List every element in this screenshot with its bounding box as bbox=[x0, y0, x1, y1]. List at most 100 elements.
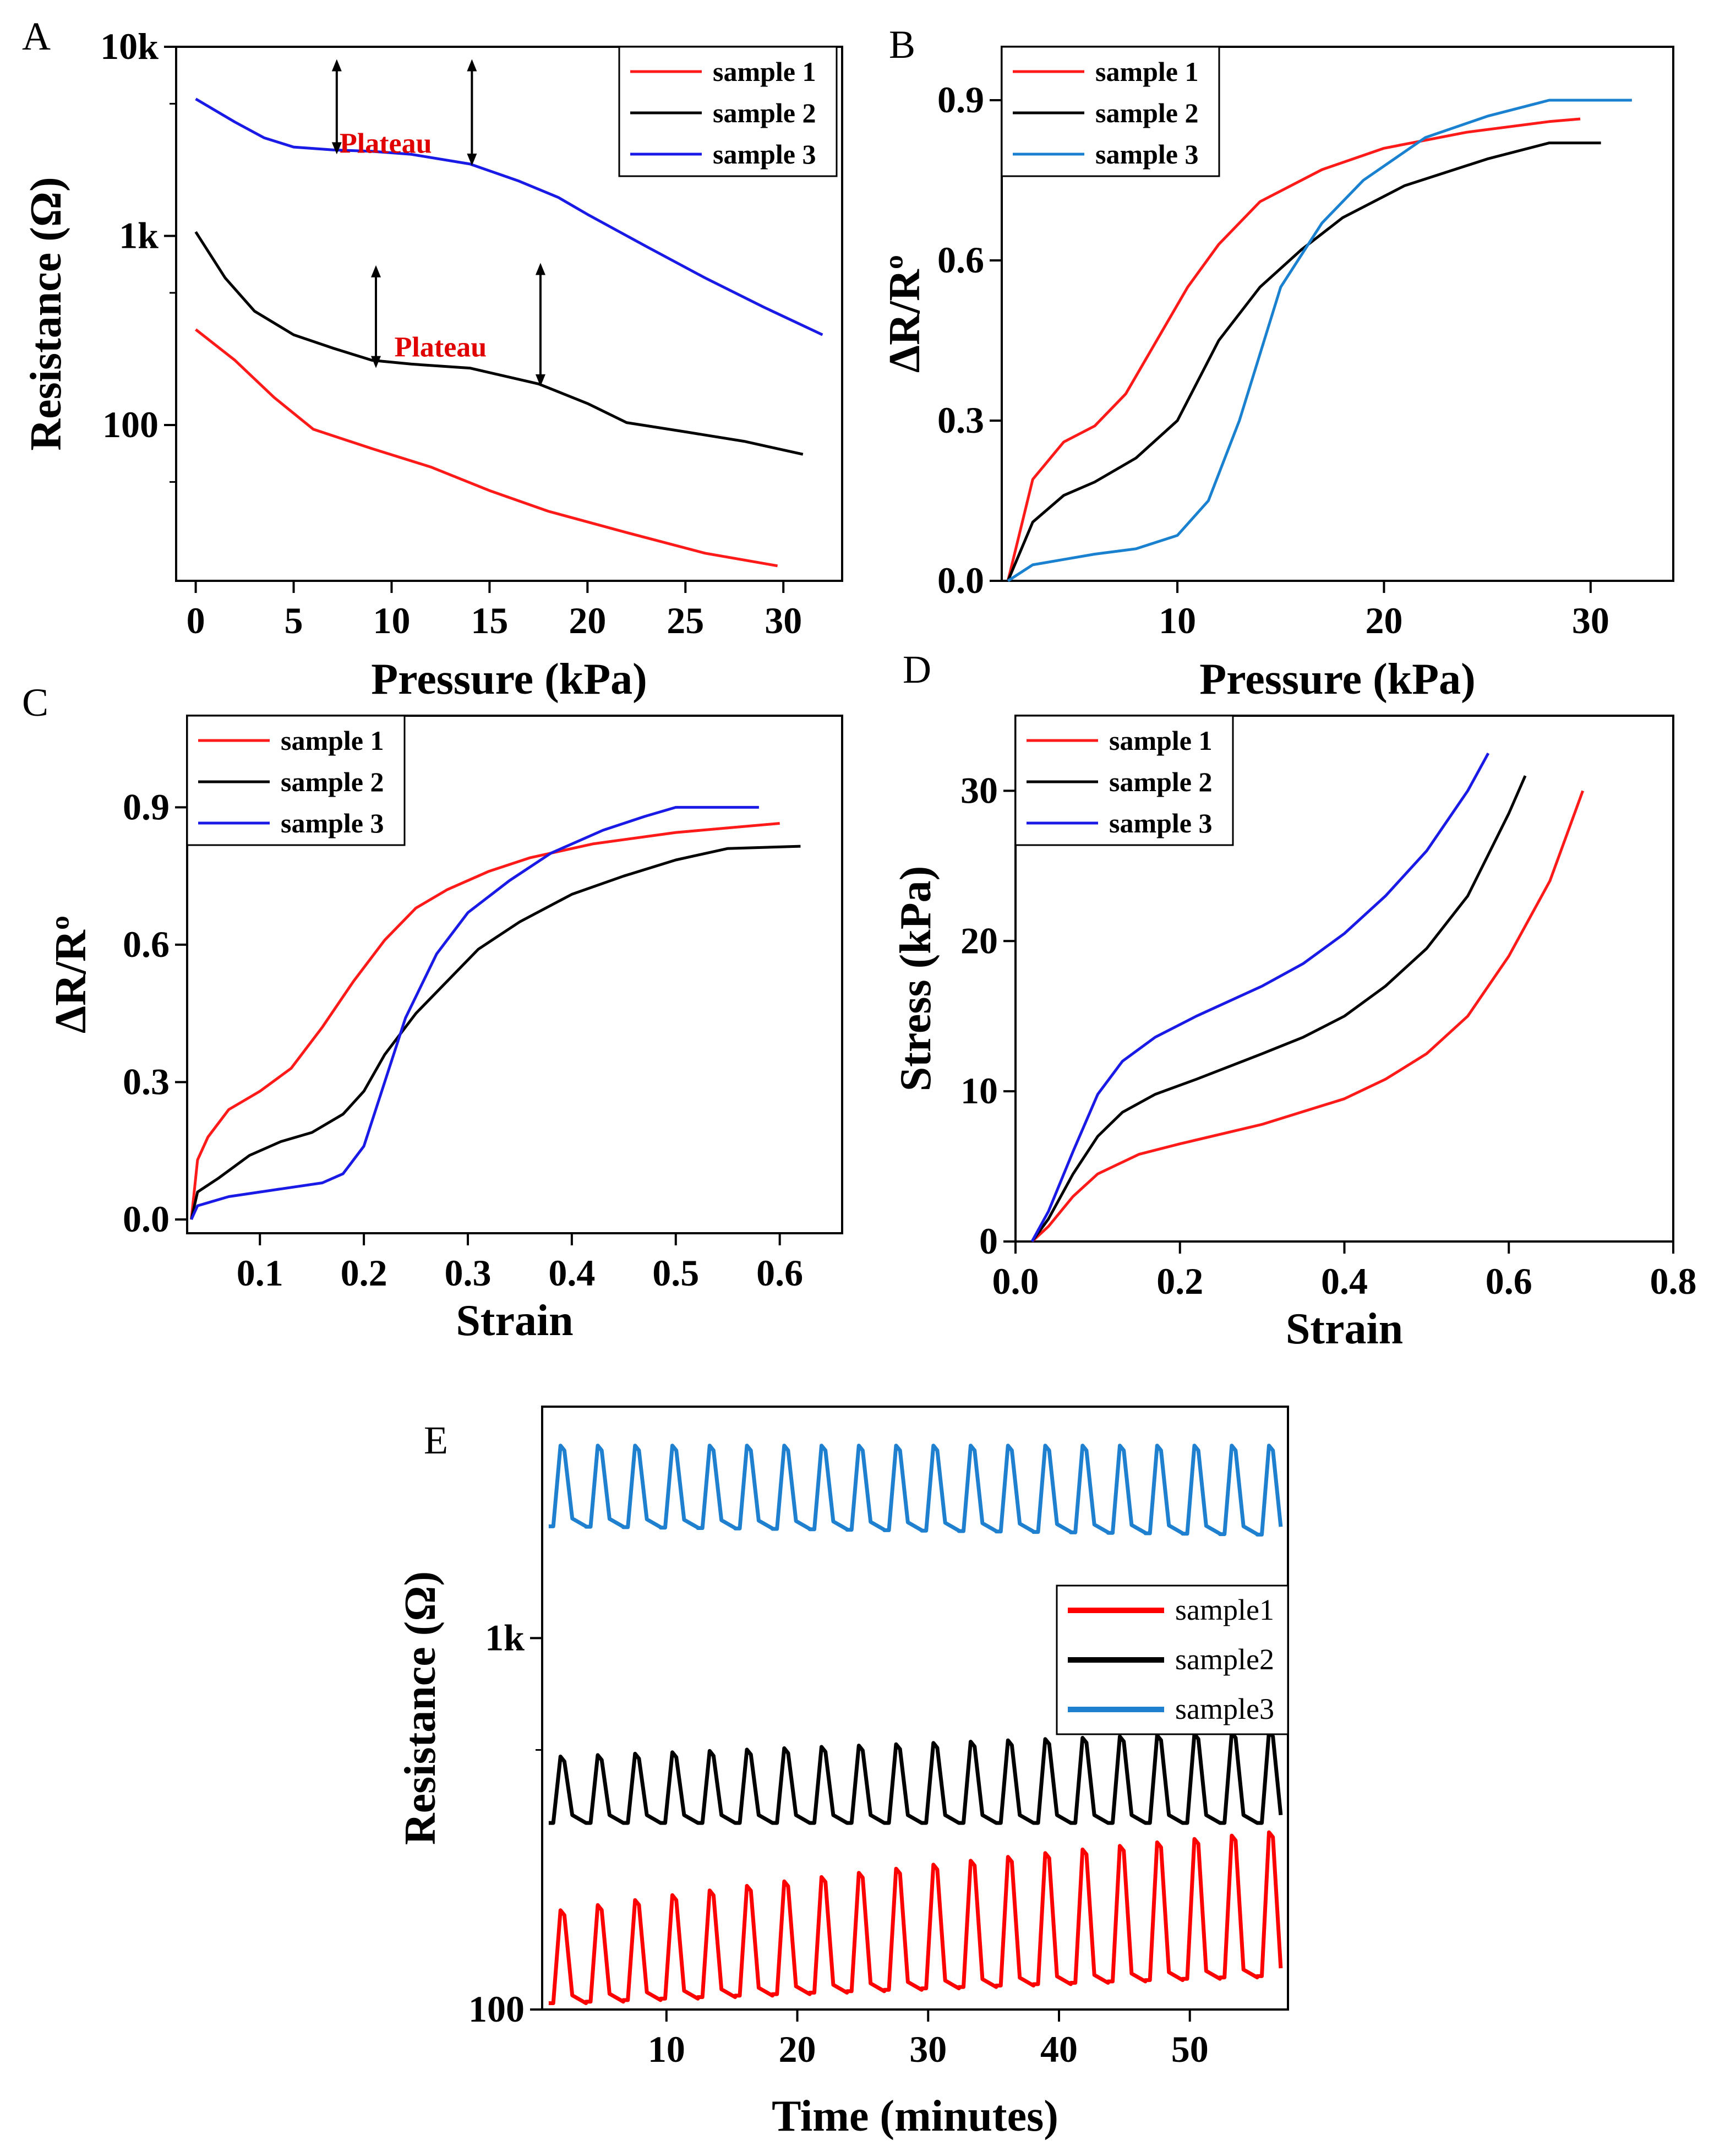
panel-letter: B bbox=[889, 23, 915, 67]
y-axis-title: ΔR/Rº bbox=[47, 916, 95, 1033]
panel-letter: A bbox=[22, 14, 51, 58]
plateau-arrow-head-top bbox=[535, 263, 545, 275]
x-tick-label: 0 bbox=[187, 600, 205, 641]
series-line-sample-2 bbox=[194, 231, 804, 456]
x-tick-label: 0.6 bbox=[1486, 1260, 1532, 1302]
y-tick-label: 100 bbox=[102, 404, 159, 445]
legend-label: sample 1 bbox=[1109, 725, 1213, 756]
y-axis-title: Resistance (Ω) bbox=[396, 1571, 445, 1845]
plateau-label: Plateau bbox=[340, 128, 432, 160]
y-axis-title: Stress (kPa) bbox=[892, 866, 940, 1092]
x-tick-label: 0.4 bbox=[1321, 1260, 1368, 1302]
x-tick-label: 15 bbox=[471, 600, 508, 641]
panel-c: C 0.1 0.2 0.3 0.4 0.5 0.6 0.0 0.3 0.6 0.9 Strain ΔR/… bbox=[22, 680, 843, 1345]
plateau-arrow-head-top bbox=[331, 59, 342, 72]
plateau-arrow-head-bottom bbox=[371, 356, 381, 368]
panel-e: E 10 20 30 40 50 100 1k Time (minutes) Resistance… bbox=[396, 1406, 1289, 2141]
series-line-sample-3 bbox=[190, 805, 759, 1221]
x-tick-label: 30 bbox=[1572, 600, 1609, 641]
y-tick-label: 0.0 bbox=[123, 1198, 170, 1240]
y-tick-label: 0.0 bbox=[937, 559, 984, 601]
x-tick-label: 50 bbox=[1171, 2028, 1209, 2070]
series-line-sample-1 bbox=[1006, 117, 1581, 581]
y-tick-label: 0 bbox=[979, 1220, 998, 1262]
x-axis-title: Strain bbox=[456, 1297, 573, 1345]
y-tick-label: 0.6 bbox=[937, 239, 984, 281]
legend-label: sample 3 bbox=[281, 808, 384, 838]
plot-frame bbox=[186, 715, 843, 1234]
x-tick-label: 40 bbox=[1040, 2028, 1078, 2070]
plateau-label: Plateau bbox=[395, 332, 487, 363]
legend-label: sample 1 bbox=[713, 56, 816, 87]
y-tick-label: 10 bbox=[960, 1070, 998, 1112]
y-tick-label: 100 bbox=[468, 1988, 525, 2030]
series-line-sample1 bbox=[548, 1830, 1283, 2005]
x-tick-label: 5 bbox=[285, 600, 303, 641]
series-line-sample-3 bbox=[1007, 99, 1632, 582]
x-axis-title: Time (minutes) bbox=[772, 2092, 1058, 2141]
y-tick-label: 0.3 bbox=[937, 399, 984, 441]
legend-label: sample 2 bbox=[1095, 97, 1199, 128]
legend-label: sample 1 bbox=[1095, 56, 1199, 87]
series-line-sample-2 bbox=[1030, 775, 1527, 1243]
panel-letter: E bbox=[424, 1418, 448, 1462]
x-tick-label: 10 bbox=[1159, 600, 1196, 641]
x-tick-label: 25 bbox=[667, 600, 704, 641]
legend-label: sample 3 bbox=[1095, 139, 1199, 170]
x-tick-label: 0.2 bbox=[341, 1252, 387, 1294]
plateau-arrow-head-bottom bbox=[331, 142, 342, 155]
panel-letter: D bbox=[903, 647, 931, 691]
y-axis-title: Resistance (Ω) bbox=[22, 177, 70, 450]
series-line-sample-3 bbox=[1030, 753, 1490, 1243]
x-tick-label: 0.1 bbox=[237, 1252, 283, 1294]
series-line-sample-3 bbox=[195, 97, 823, 336]
series-line-sample-1 bbox=[195, 328, 778, 568]
series-line-sample3 bbox=[548, 1444, 1283, 1537]
x-tick-label: 0.0 bbox=[992, 1260, 1039, 1302]
y-axis-title: ΔR/Rº bbox=[881, 255, 929, 373]
x-axis-title: Strain bbox=[1286, 1305, 1403, 1353]
x-tick-label: 20 bbox=[1365, 600, 1402, 641]
x-tick-label: 30 bbox=[765, 600, 802, 641]
y-tick-label: 1k bbox=[485, 1616, 525, 1658]
legend-label: sample2 bbox=[1175, 1643, 1274, 1676]
plateau-arrow-head-top bbox=[467, 59, 477, 72]
y-tick-label: 0.9 bbox=[937, 79, 984, 121]
series-line-sample-2 bbox=[1006, 141, 1601, 581]
x-tick-label: 20 bbox=[779, 2028, 816, 2070]
x-tick-label: 0.4 bbox=[548, 1252, 595, 1294]
x-tick-label: 0.5 bbox=[652, 1252, 699, 1294]
series-line-sample-1 bbox=[190, 822, 780, 1220]
legend-label: sample 3 bbox=[1109, 808, 1213, 838]
x-tick-label: 10 bbox=[648, 2028, 685, 2070]
x-tick-label: 0.6 bbox=[756, 1252, 803, 1294]
legend-label: sample 2 bbox=[281, 766, 384, 797]
legend-label: sample3 bbox=[1175, 1692, 1274, 1725]
plot-frame bbox=[1001, 46, 1674, 582]
plateau-arrow-head-top bbox=[371, 265, 381, 277]
series-line-sample2 bbox=[548, 1729, 1283, 1825]
legend-label: sample 1 bbox=[281, 725, 384, 756]
y-tick-label: 20 bbox=[960, 919, 998, 961]
plateau-arrow-head-bottom bbox=[467, 154, 477, 166]
legend-label: sample1 bbox=[1175, 1593, 1274, 1626]
x-tick-label: 0.2 bbox=[1156, 1260, 1203, 1302]
panel-a: A 0 5 10 15 20 25 30 100 1k 10k Pressure (kPa) Resis… bbox=[22, 14, 843, 704]
panel-b: B 10 20 30 0.0 0.3 0.6 0.9 Pressure (kPa) ΔR/Rº sa… bbox=[881, 23, 1674, 704]
series-line-sample-2 bbox=[190, 845, 801, 1220]
y-tick-label: 1k bbox=[119, 214, 159, 256]
x-tick-label: 0.8 bbox=[1650, 1260, 1697, 1302]
legend-label: sample 2 bbox=[1109, 766, 1213, 797]
plateau-arrow-head-bottom bbox=[535, 374, 545, 386]
plot-frame bbox=[175, 46, 843, 582]
panel-d: D 0.0 0.2 0.4 0.6 0.8 0 10 20 30 Strain Stress (kPa… bbox=[892, 647, 1697, 1353]
series-line-sample-1 bbox=[1031, 790, 1585, 1243]
x-tick-label: 30 bbox=[909, 2028, 947, 2070]
x-axis-title: Pressure (kPa) bbox=[371, 655, 647, 704]
y-tick-label: 30 bbox=[960, 769, 998, 811]
y-tick-label: 0.6 bbox=[123, 923, 170, 965]
panel-letter: C bbox=[22, 680, 48, 725]
x-tick-label: 0.3 bbox=[445, 1252, 492, 1294]
legend-label: sample 3 bbox=[713, 139, 816, 170]
